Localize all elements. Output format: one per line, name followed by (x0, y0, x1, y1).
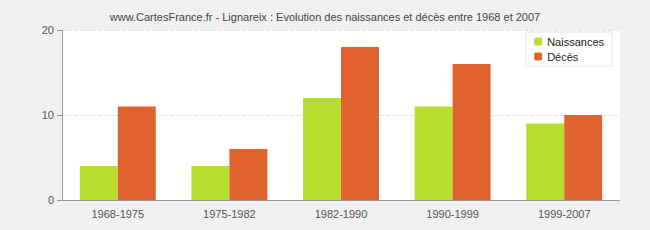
svg-text:Naissances: Naissances (547, 36, 604, 48)
svg-text:0: 0 (48, 194, 54, 206)
svg-text:10: 10 (42, 109, 54, 121)
svg-text:Décès: Décès (547, 51, 579, 63)
svg-text:www.CartesFrance.fr - Lignarei: www.CartesFrance.fr - Lignareix : Evolut… (109, 11, 540, 23)
svg-text:1982-1990: 1982-1990 (315, 208, 368, 220)
svg-text:1968-1975: 1968-1975 (91, 208, 144, 220)
svg-text:1975-1982: 1975-1982 (203, 208, 256, 220)
svg-text:1990-1999: 1990-1999 (426, 208, 479, 220)
svg-text:20: 20 (42, 24, 54, 36)
svg-text:1999-2007: 1999-2007 (538, 208, 591, 220)
